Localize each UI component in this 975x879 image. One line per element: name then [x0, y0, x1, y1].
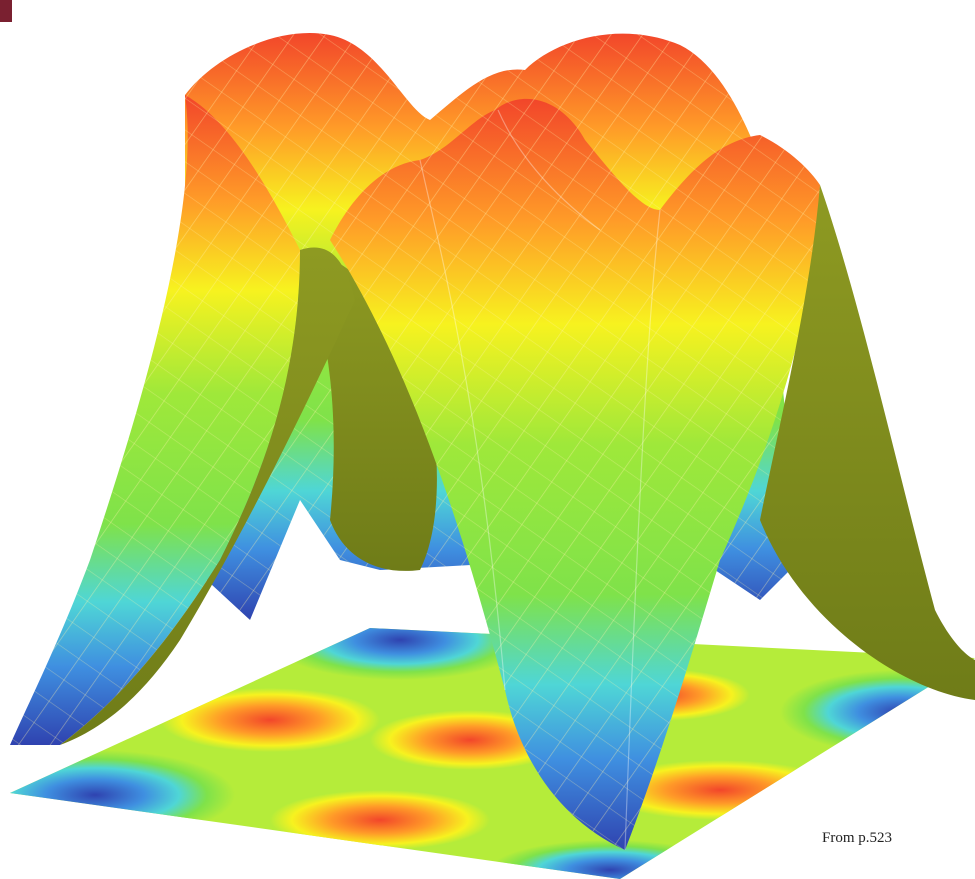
- figure-caption: From p.523: [822, 830, 893, 846]
- surface-right-wing: [760, 185, 975, 700]
- surface-front: [330, 98, 820, 850]
- contour-floor: [10, 628, 975, 879]
- corner-mark: [0, 0, 12, 22]
- surface-creases: [419, 109, 661, 851]
- surface-left-wing: [10, 95, 355, 745]
